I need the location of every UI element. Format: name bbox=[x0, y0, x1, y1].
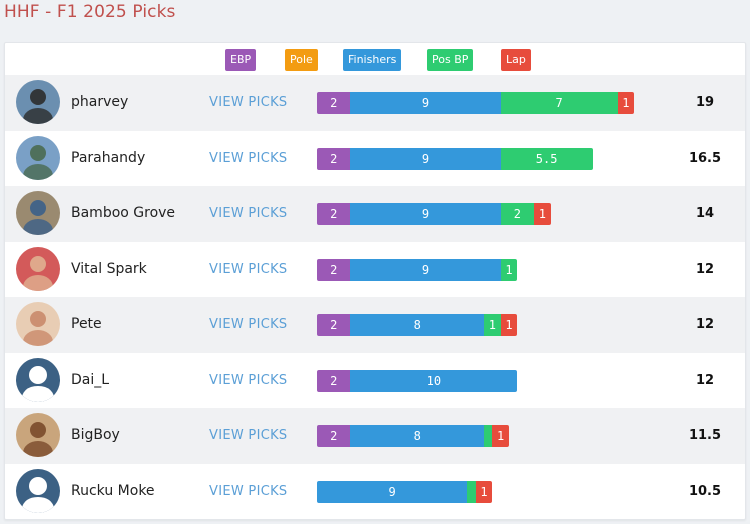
player-row: BigBoy VIEW PICKS 2 8 1 11.5 bbox=[5, 408, 745, 464]
bar-segment-ebp: 2 bbox=[317, 147, 351, 170]
bar-segment-pos_bp: 2 bbox=[500, 203, 535, 225]
player-row: Parahandy VIEW PICKS 2 9 5.5 16.5 bbox=[5, 131, 745, 187]
bar-segment-ebp: 2 bbox=[317, 258, 351, 281]
bar-segment-lap: 1 bbox=[617, 92, 635, 114]
player-name: Pete bbox=[71, 316, 102, 332]
bar-segment-finishers: 9 bbox=[317, 480, 468, 503]
legend-item-finishers: Finishers bbox=[343, 49, 402, 71]
legend-item-ebp: EBP bbox=[225, 49, 257, 71]
total-score: 10.5 bbox=[688, 483, 722, 499]
view-picks-link[interactable]: VIEW PICKS bbox=[209, 428, 288, 443]
player-row: pharvey VIEW PICKS 2 9 7 1 19 bbox=[5, 75, 745, 131]
total-score: 12 bbox=[695, 261, 715, 277]
player-row: Dai_L VIEW PICKS 2 10 12 bbox=[5, 353, 745, 409]
bar-segment-ebp: 2 bbox=[317, 369, 351, 392]
bar-segment-finishers: 10 bbox=[350, 369, 518, 392]
bar-segment-lap: 1 bbox=[475, 480, 493, 503]
total-score: 19 bbox=[695, 95, 715, 110]
bar-segment-pos_bp: 7 bbox=[500, 92, 618, 114]
bar-segment-ebp: 2 bbox=[317, 203, 351, 225]
total-score: 12 bbox=[695, 317, 715, 332]
default-user-icon bbox=[16, 357, 60, 402]
avatar bbox=[16, 80, 60, 124]
total-score: 14 bbox=[695, 206, 715, 221]
bar-segment-ebp: 2 bbox=[317, 314, 351, 336]
player-name: pharvey bbox=[71, 94, 129, 110]
avatar bbox=[16, 135, 60, 180]
bar-segment-finishers: 9 bbox=[350, 92, 501, 114]
player-name: BigBoy bbox=[71, 427, 120, 443]
view-picks-link[interactable]: VIEW PICKS bbox=[209, 261, 288, 277]
player-name: Vital Spark bbox=[71, 260, 147, 277]
avatar bbox=[16, 413, 60, 457]
avatar bbox=[16, 246, 60, 291]
bar-segment-pos_bp bbox=[467, 480, 476, 503]
bar-segment-pos_bp: 1 bbox=[483, 314, 501, 336]
default-user-icon bbox=[16, 468, 60, 513]
total-score: 12 bbox=[695, 372, 715, 388]
bar-segment-ebp: 2 bbox=[317, 425, 351, 447]
bar-segment-lap: 1 bbox=[500, 314, 518, 336]
view-picks-link[interactable]: VIEW PICKS bbox=[209, 372, 288, 388]
player-row: Rucku Moke VIEW PICKS 9 1 10.5 bbox=[5, 464, 745, 520]
avatar bbox=[16, 191, 60, 235]
total-score: 16.5 bbox=[688, 150, 722, 166]
legend-item-lap: Lap bbox=[501, 49, 531, 71]
bar-segment-finishers: 9 bbox=[350, 258, 501, 281]
score-bar: 2 10 bbox=[317, 369, 518, 392]
bar-segment-finishers: 8 bbox=[350, 314, 484, 336]
page-title: HHF - F1 2025 Picks bbox=[4, 2, 176, 22]
bar-segment-finishers: 8 bbox=[350, 425, 484, 447]
view-picks-link[interactable]: VIEW PICKS bbox=[209, 206, 288, 221]
bar-segment-ebp: 2 bbox=[317, 92, 351, 114]
total-score: 11.5 bbox=[688, 428, 722, 443]
avatar bbox=[16, 302, 60, 346]
player-name: Parahandy bbox=[71, 149, 146, 166]
picks-card: EBP Pole Finishers Pos BP Lap pharvey VIEW PI… bbox=[4, 42, 746, 520]
legend-item-pos_bp: Pos BP bbox=[427, 49, 474, 71]
view-picks-link[interactable]: VIEW PICKS bbox=[209, 150, 288, 166]
legend: EBP Pole Finishers Pos BP Lap bbox=[5, 47, 745, 71]
player-name: Bamboo Grove bbox=[71, 205, 176, 221]
bar-segment-lap: 1 bbox=[492, 425, 510, 447]
player-list: pharvey VIEW PICKS 2 9 7 1 19 Parahandy VIEW PIC… bbox=[5, 75, 745, 519]
bar-segment-finishers: 9 bbox=[350, 147, 501, 170]
legend-item-pole: Pole bbox=[285, 49, 318, 71]
bar-segment-pos_bp bbox=[483, 425, 493, 447]
player-name: Rucku Moke bbox=[71, 482, 155, 499]
player-name: Dai_L bbox=[71, 371, 110, 388]
bar-segment-pos_bp: 5.5 bbox=[500, 147, 593, 170]
player-row: Pete VIEW PICKS 2 8 1 1 12 bbox=[5, 297, 745, 353]
bar-segment-lap: 1 bbox=[534, 203, 551, 225]
score-bar: 2 9 5.5 bbox=[317, 147, 593, 170]
view-picks-link[interactable]: VIEW PICKS bbox=[209, 483, 288, 499]
bar-segment-pos_bp: 1 bbox=[500, 258, 518, 281]
player-row: Vital Spark VIEW PICKS 2 9 1 12 bbox=[5, 242, 745, 298]
bar-segment-finishers: 9 bbox=[350, 203, 501, 225]
view-picks-link[interactable]: VIEW PICKS bbox=[209, 317, 288, 332]
view-picks-link[interactable]: VIEW PICKS bbox=[209, 95, 288, 110]
player-row: Bamboo Grove VIEW PICKS 2 9 2 1 14 bbox=[5, 186, 745, 242]
